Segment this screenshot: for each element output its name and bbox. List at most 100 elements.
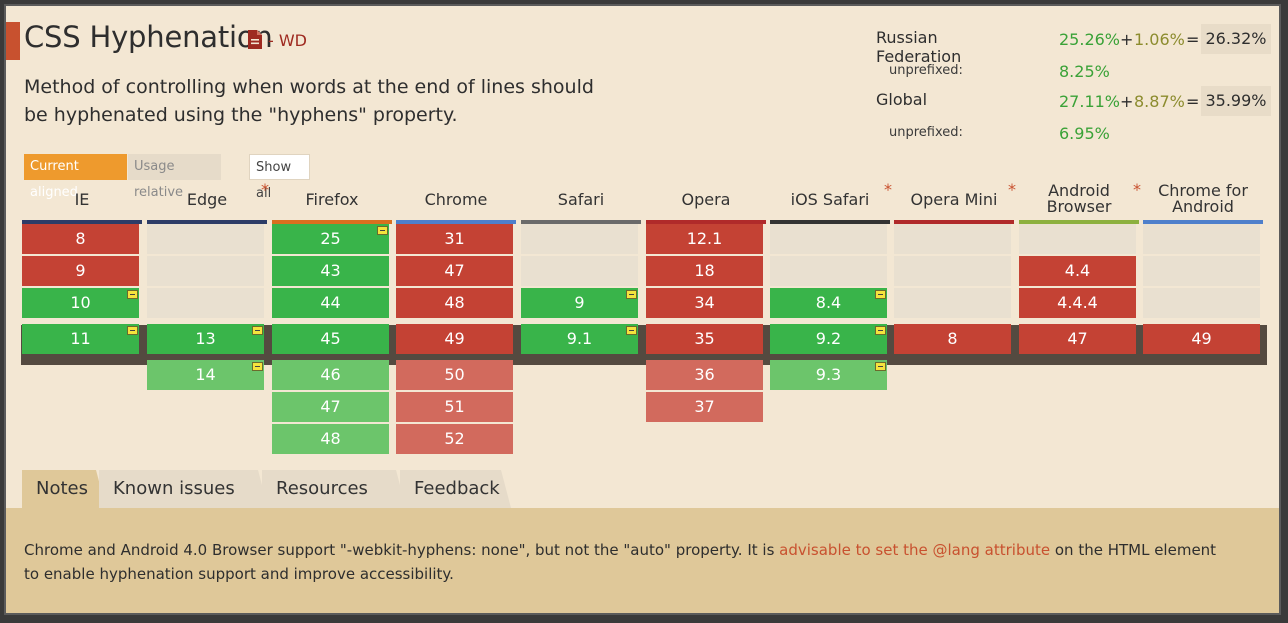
current-version-cell[interactable]: 47: [1019, 324, 1136, 354]
region-name[interactable]: Russian Federation: [876, 28, 962, 66]
usage-relative-button[interactable]: Usage relative: [128, 154, 221, 200]
current-version-cell[interactable]: 9.1: [521, 324, 638, 354]
browser-name: iOS Safari: [770, 190, 890, 209]
past-version-cell[interactable]: [147, 288, 264, 318]
region-unprefixed-label: unprefixed:: [889, 63, 963, 78]
browser-name-line: Browser: [1046, 197, 1112, 216]
lang-attribute-link[interactable]: advisable to set the @lang attribute: [779, 541, 1051, 559]
past-version-cell[interactable]: 31: [396, 224, 513, 254]
past-version-cell[interactable]: 10: [22, 288, 139, 318]
global-name: Global: [876, 90, 928, 109]
past-version-cell[interactable]: 48: [396, 288, 513, 318]
browser-header[interactable]: Opera Mini *: [894, 180, 1016, 220]
browser-footnote-star[interactable]: *: [1133, 180, 1141, 199]
current-version-cell[interactable]: 49: [396, 324, 513, 354]
past-version-cell[interactable]: 12.1: [646, 224, 763, 254]
current-version-cell[interactable]: 9.2: [770, 324, 887, 354]
past-version-cell[interactable]: 8: [22, 224, 139, 254]
past-version-cell[interactable]: [521, 224, 638, 254]
browser-header[interactable]: Firefox: [272, 180, 392, 220]
tab-feedback[interactable]: Feedback: [400, 470, 501, 508]
past-version-cell[interactable]: [894, 224, 1011, 254]
tab-known-issues[interactable]: Known issues (0): [99, 470, 258, 537]
past-version-cell[interactable]: 43: [272, 256, 389, 286]
partial-support-flag-icon: [377, 226, 388, 235]
browser-header[interactable]: Android Browser *: [1019, 180, 1141, 220]
current-version-cell[interactable]: 11: [22, 324, 139, 354]
browser-color-bar: [521, 220, 641, 224]
future-version-cell[interactable]: 37: [646, 392, 763, 422]
past-version-cell[interactable]: [1143, 288, 1260, 318]
browser-color-bar: [646, 220, 766, 224]
future-version-cell[interactable]: 48: [272, 424, 389, 454]
past-version-cell[interactable]: 25: [272, 224, 389, 254]
future-version-cell[interactable]: 36: [646, 360, 763, 390]
browser-color-bar: [1143, 220, 1263, 224]
past-version-cell[interactable]: 44: [272, 288, 389, 318]
current-version-cell[interactable]: 13: [147, 324, 264, 354]
browser-header[interactable]: Chrome: [396, 180, 516, 220]
browser-name-line: Edge: [186, 190, 228, 209]
browser-header[interactable]: IE: [22, 180, 142, 220]
past-version-cell[interactable]: [894, 288, 1011, 318]
document-icon[interactable]: [248, 30, 262, 49]
browser-footnote-star[interactable]: *: [884, 180, 892, 199]
feature-card: CSS Hyphenation - WD Method of controlli…: [4, 4, 1281, 615]
notes-panel: [6, 508, 1279, 613]
browser-header[interactable]: Safari: [521, 180, 641, 220]
browser-color-bar: [22, 220, 142, 224]
browser-footnote-star[interactable]: *: [1008, 180, 1016, 199]
browser-name-line: Safari: [557, 190, 605, 209]
future-version-cell[interactable]: 9.3: [770, 360, 887, 390]
browser-header[interactable]: Edge *: [147, 180, 269, 220]
past-version-cell[interactable]: [770, 256, 887, 286]
global-total: 35.99%: [1201, 86, 1271, 116]
past-version-cell[interactable]: 4.4: [1019, 256, 1136, 286]
current-version-cell[interactable]: 8: [894, 324, 1011, 354]
global-partial: 8.87%: [1134, 92, 1185, 111]
past-version-cell[interactable]: [1143, 224, 1260, 254]
browser-header[interactable]: Opera: [646, 180, 766, 220]
future-version-cell[interactable]: 51: [396, 392, 513, 422]
past-version-cell[interactable]: [521, 256, 638, 286]
current-version-cell[interactable]: 35: [646, 324, 763, 354]
past-version-cell[interactable]: 34: [646, 288, 763, 318]
browser-header[interactable]: Chrome for Android: [1143, 180, 1263, 220]
past-version-cell[interactable]: 47: [396, 256, 513, 286]
partial-support-flag-icon: [875, 290, 886, 299]
browser-name-line: Android: [1048, 181, 1110, 200]
past-version-cell[interactable]: [147, 256, 264, 286]
future-version-cell[interactable]: 52: [396, 424, 513, 454]
show-all-button[interactable]: Show all: [249, 154, 310, 201]
feature-title: CSS Hyphenation: [24, 20, 273, 54]
notes-text-after: on the HTML element to enable hyphenatio…: [24, 541, 1217, 583]
past-version-cell[interactable]: [1143, 256, 1260, 286]
past-version-cell[interactable]: 9: [521, 288, 638, 318]
browser-name-line: Chrome: [424, 190, 488, 209]
past-version-cell[interactable]: [1019, 224, 1136, 254]
tab-notes[interactable]: Notes: [22, 470, 96, 508]
past-version-cell[interactable]: [770, 224, 887, 254]
future-version-cell[interactable]: 46: [272, 360, 389, 390]
browser-footnote-star[interactable]: *: [261, 180, 269, 199]
partial-support-flag-icon: [875, 362, 886, 371]
future-version-cell[interactable]: 14: [147, 360, 264, 390]
future-version-cell[interactable]: 50: [396, 360, 513, 390]
future-version-cell[interactable]: 47: [272, 392, 389, 422]
partial-support-flag-icon: [127, 290, 138, 299]
region-plus: +: [1120, 30, 1134, 49]
browser-name: IE: [22, 190, 142, 209]
past-version-cell[interactable]: [147, 224, 264, 254]
browser-name: Safari: [521, 190, 641, 209]
past-version-cell[interactable]: 8.4: [770, 288, 887, 318]
spec-status[interactable]: - WD: [268, 31, 307, 50]
current-version-cell[interactable]: 49: [1143, 324, 1260, 354]
past-version-cell[interactable]: 4.4.4: [1019, 288, 1136, 318]
current-version-cell[interactable]: 45: [272, 324, 389, 354]
past-version-cell[interactable]: 18: [646, 256, 763, 286]
tab-resources[interactable]: Resources (5): [262, 470, 396, 537]
browser-header[interactable]: iOS Safari *: [770, 180, 892, 220]
past-version-cell[interactable]: 9: [22, 256, 139, 286]
current-aligned-button[interactable]: Current aligned: [24, 154, 127, 200]
past-version-cell[interactable]: [894, 256, 1011, 286]
